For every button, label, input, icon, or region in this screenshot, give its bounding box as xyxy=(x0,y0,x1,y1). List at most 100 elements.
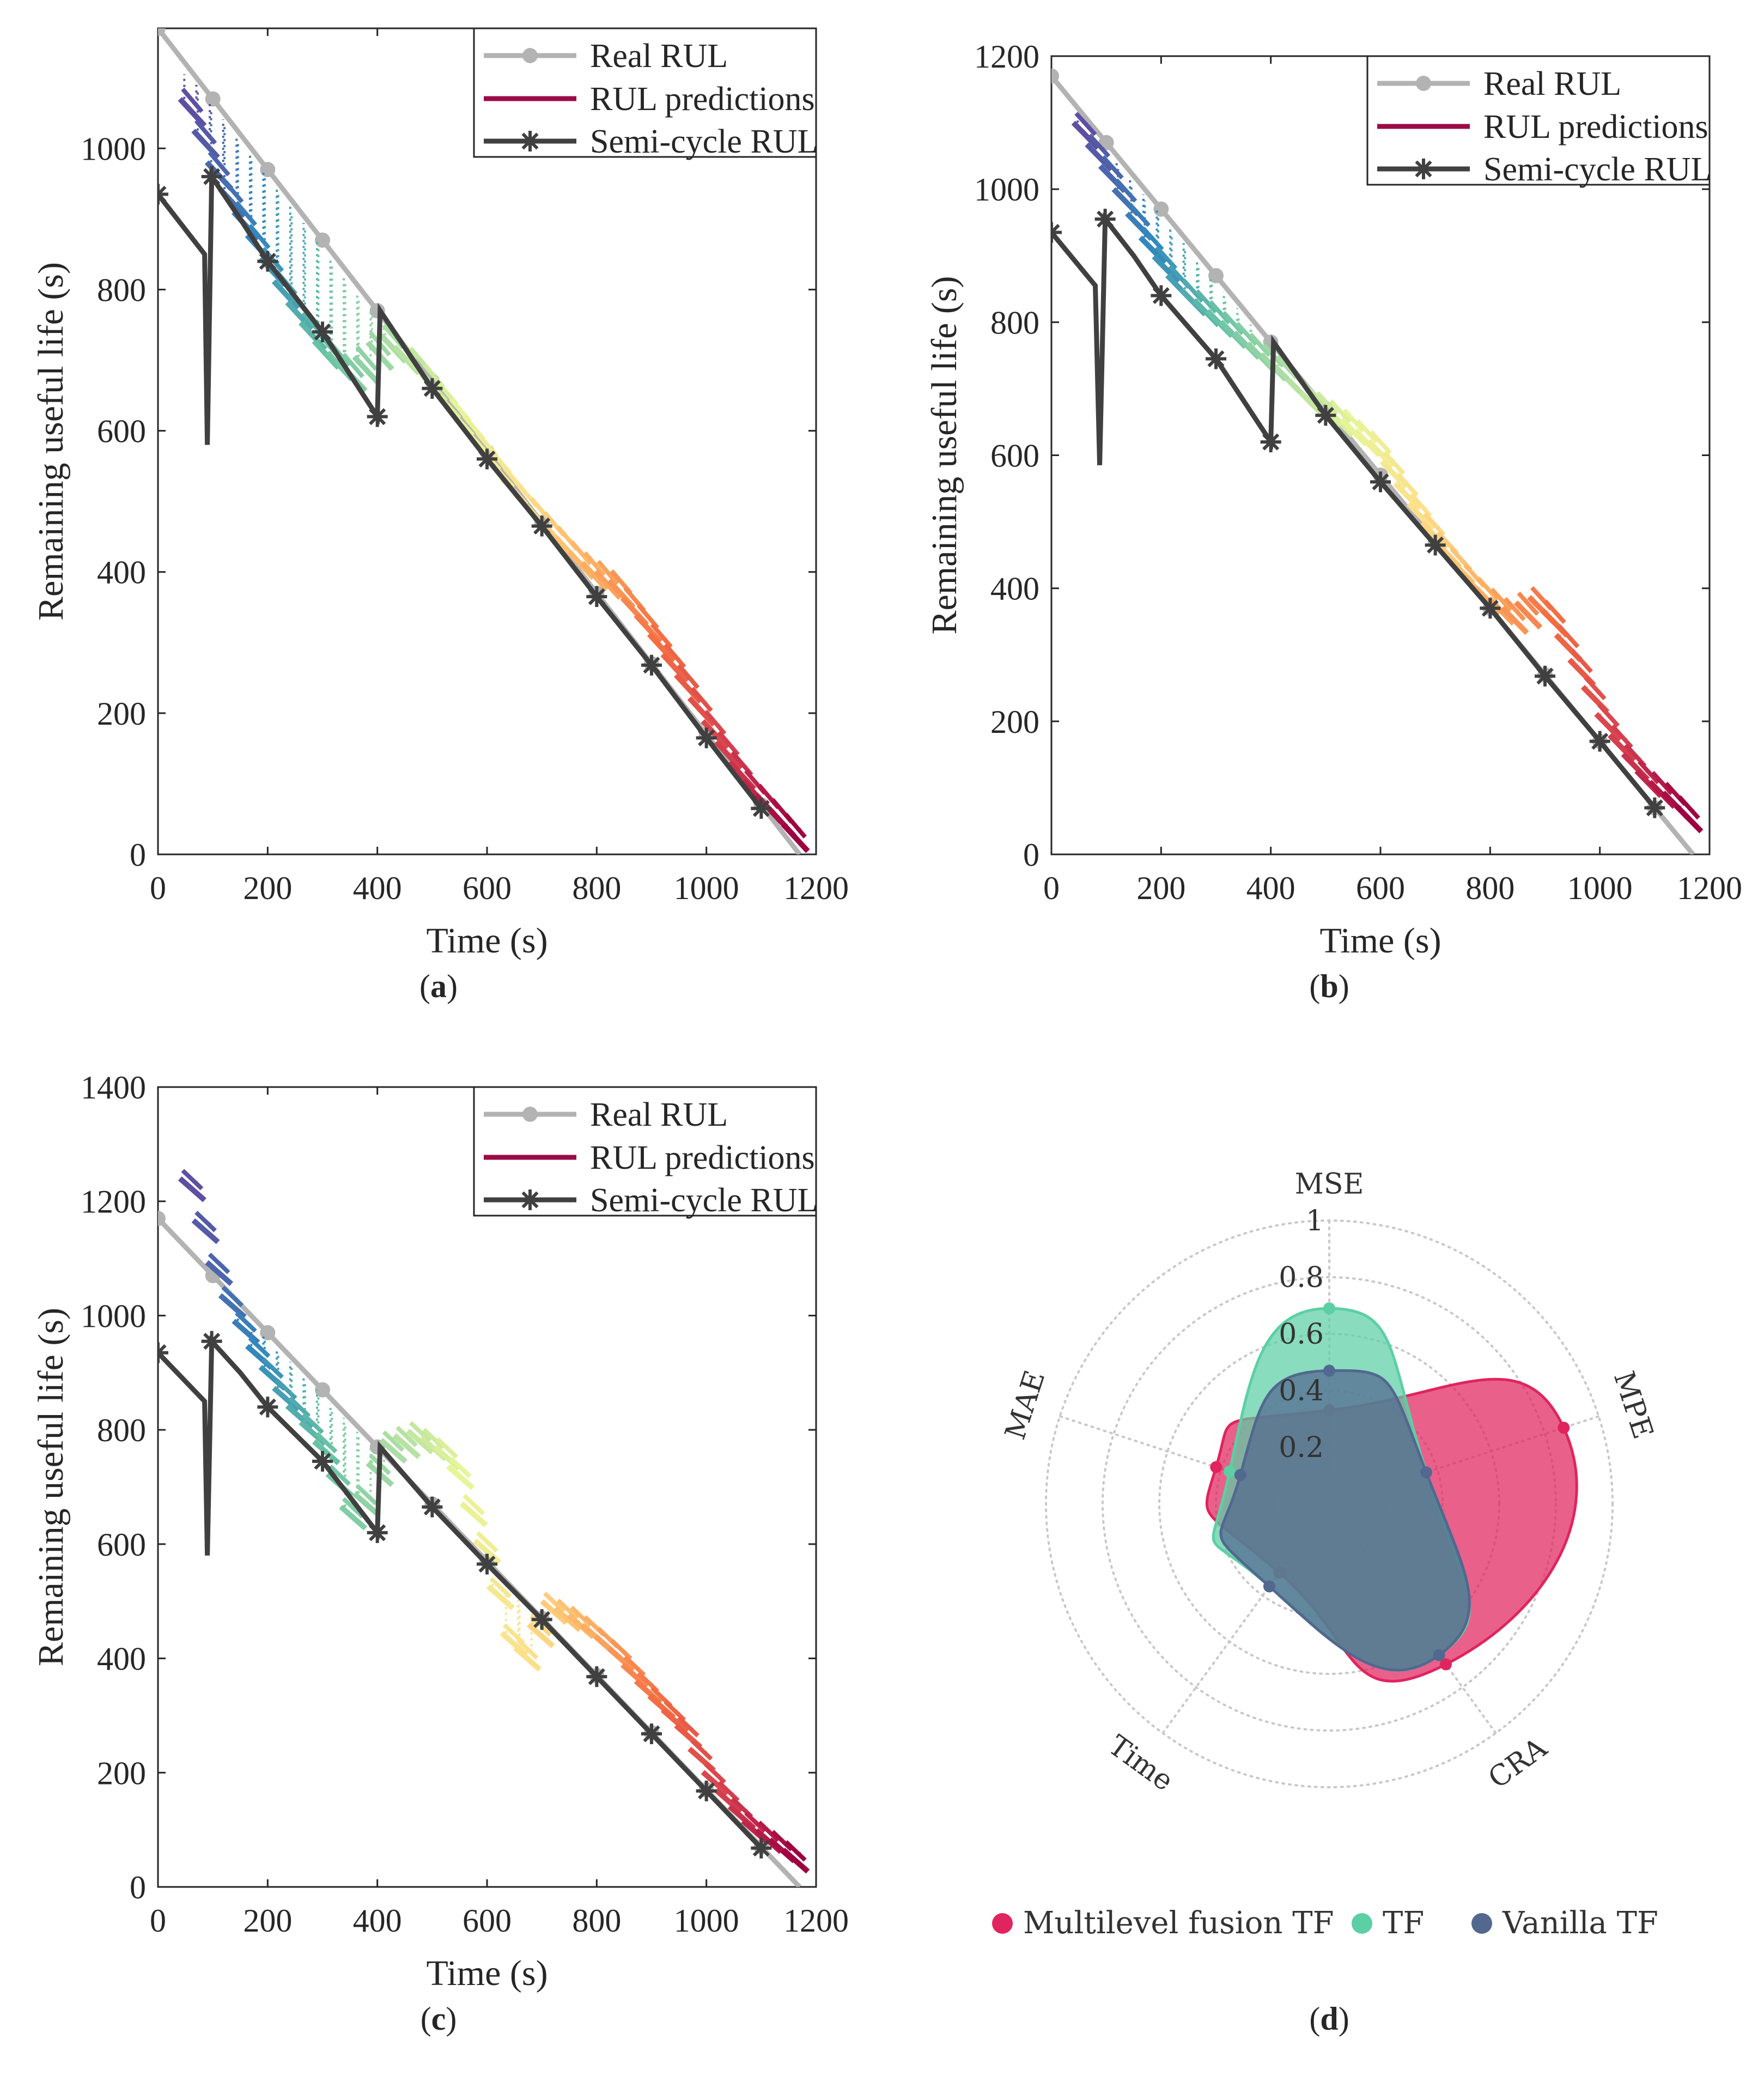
semi-cycle-marker xyxy=(367,1522,388,1543)
x-tick-label: 800 xyxy=(572,870,621,906)
y-tick-label: 200 xyxy=(990,704,1039,740)
prediction-segment xyxy=(687,696,716,727)
star-core xyxy=(1321,411,1330,420)
radar-legend-entry: Multilevel fusion TF xyxy=(1023,1905,1334,1941)
star-core xyxy=(702,733,711,743)
y-tick-label: 400 xyxy=(97,1641,146,1677)
star-core xyxy=(1419,165,1428,173)
prediction-segment xyxy=(516,1638,539,1660)
semi-cycle-marker xyxy=(477,448,497,470)
prediction-segment xyxy=(660,652,690,683)
legend-real-marker xyxy=(1416,76,1431,91)
radar-area xyxy=(1219,1369,1471,1672)
semi-cycle-marker xyxy=(1315,405,1336,426)
legend-entry: RUL predictions xyxy=(1483,108,1708,145)
star-core xyxy=(1051,228,1056,237)
prediction-segment xyxy=(1393,481,1422,511)
y-tick-label: 200 xyxy=(97,696,146,732)
prediction-segment xyxy=(1138,235,1167,265)
legend: Real RUL RUL predictions Semi-cycle RUL xyxy=(473,27,818,160)
legend: Real RUL RUL predictions Semi-cycle RUL xyxy=(473,1086,818,1219)
semi-cycle-marker xyxy=(641,654,662,676)
prediction-segment xyxy=(409,1421,431,1443)
real-rul-point xyxy=(1051,68,1059,84)
prediction-segment xyxy=(1152,254,1181,284)
prediction-segment xyxy=(1396,472,1419,497)
semi-cycle-marker xyxy=(1589,731,1610,752)
prediction-segment xyxy=(540,1599,569,1625)
prediction-segment xyxy=(1513,600,1543,630)
prediction-segment xyxy=(355,1484,378,1506)
radar-point xyxy=(1420,1466,1433,1479)
prediction-segment xyxy=(513,1646,542,1672)
star-core xyxy=(318,327,327,337)
prediction-segment xyxy=(553,1606,582,1632)
chart-b: 0 200 400 600 800 1000 1200 0 200 400 600 800 1000 12… xyxy=(924,39,1742,1004)
star-core xyxy=(647,1729,656,1738)
semi-cycle-marker xyxy=(312,1450,333,1472)
subfigure-caption: (c) xyxy=(421,2001,457,2037)
radar-legend-entry: Vanilla TF xyxy=(1502,1905,1658,1941)
y-tick-label: 600 xyxy=(990,438,1039,474)
prediction-segment xyxy=(1071,120,1100,150)
star-core xyxy=(428,1502,437,1512)
star-core xyxy=(483,1559,491,1569)
semi-cycle-marker xyxy=(1370,471,1391,493)
y-tick-label: 1200 xyxy=(974,39,1039,75)
x-tick-label: 200 xyxy=(1136,870,1185,906)
y-axis-label: Remaining useful life (s) xyxy=(924,276,964,634)
semi-cycle-marker xyxy=(158,1342,168,1363)
prediction-segment xyxy=(396,1425,418,1448)
prediction-segment xyxy=(1074,112,1097,136)
prediction-segment xyxy=(342,353,364,379)
x-tick-label: 1000 xyxy=(674,870,739,906)
prediction-segment xyxy=(701,719,729,750)
real-rul-point xyxy=(158,28,166,36)
prediction-segment xyxy=(449,1456,472,1478)
y-tick-label: 0 xyxy=(130,837,146,873)
prediction-segment xyxy=(744,1811,767,1833)
prediction-segment xyxy=(422,1428,445,1449)
prediction-segment xyxy=(288,1396,311,1418)
prediction-segment xyxy=(1342,408,1365,433)
y-tick-label: 1000 xyxy=(81,1298,146,1334)
prediction-segment xyxy=(473,1538,502,1565)
chart-a: 0 200 400 600 800 1000 1200 0 200 400 600 800 1000 Ti… xyxy=(31,27,849,1004)
semi-cycle-rul-line xyxy=(1051,212,1657,810)
prediction-segment xyxy=(1503,597,1526,622)
legend-entry: RUL predictions xyxy=(590,1139,815,1176)
x-tick-label: 400 xyxy=(353,870,402,906)
prediction-segment xyxy=(634,613,662,644)
star-core xyxy=(318,1456,327,1466)
radar-legend-swatch xyxy=(1352,1913,1372,1934)
y-axis-label: Remaining useful life (s) xyxy=(31,1308,71,1666)
semi-cycle-marker xyxy=(696,727,717,749)
prediction-segment xyxy=(436,1437,458,1459)
prediction-segment xyxy=(271,279,301,310)
legend-entry: Semi-cycle RUL xyxy=(1483,151,1711,188)
radar-ring-label: 0.6 xyxy=(1279,1318,1324,1351)
semi-cycle-marker xyxy=(201,1331,222,1352)
star-core xyxy=(1212,354,1220,363)
prediction-segment xyxy=(597,560,619,586)
semi-cycle-marker xyxy=(1094,209,1116,230)
prediction-segment xyxy=(178,1176,206,1203)
prediction-segment xyxy=(1637,760,1660,785)
star-core xyxy=(592,592,601,602)
prediction-segment xyxy=(285,300,314,331)
caption-paren: ) xyxy=(447,968,458,1004)
caption-letter: d xyxy=(1320,2001,1338,2037)
prediction-segment xyxy=(690,1739,713,1761)
y-tick-label: 600 xyxy=(97,1527,146,1563)
prediction-segment xyxy=(1584,676,1607,701)
star-stroke xyxy=(1051,223,1060,235)
prediction-segment xyxy=(1597,703,1620,727)
prediction-segment xyxy=(690,687,713,712)
prediction-segment xyxy=(1366,439,1395,469)
star-stroke xyxy=(158,1350,167,1362)
prediction-segment xyxy=(489,1576,512,1599)
data-layer xyxy=(158,1169,810,1887)
prediction-segment xyxy=(714,1788,743,1814)
caption-paren: ( xyxy=(1309,2001,1320,2037)
semi-cycle-marker xyxy=(201,166,222,187)
